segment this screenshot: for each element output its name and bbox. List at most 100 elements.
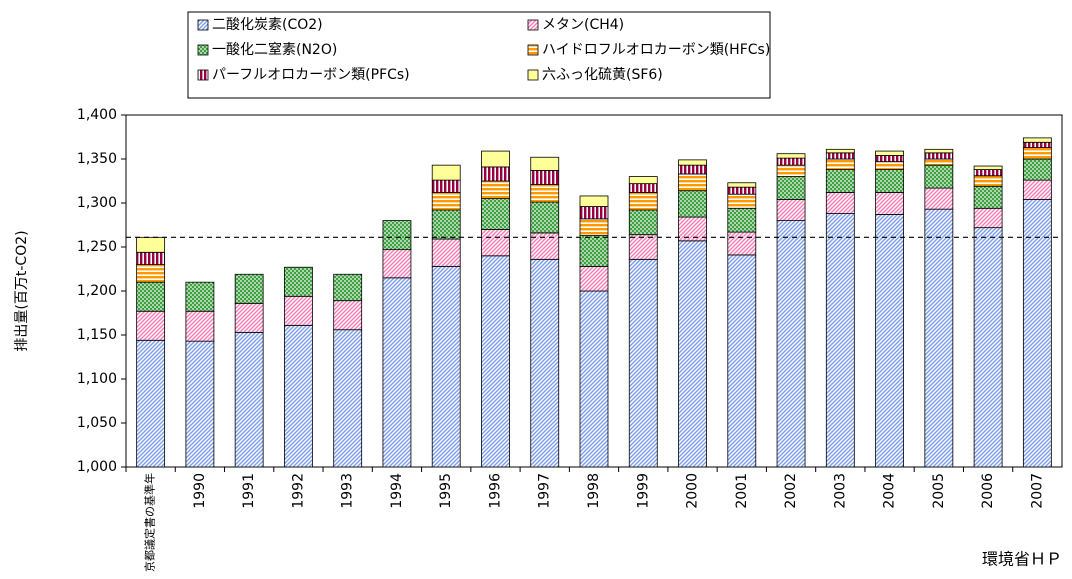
bar-segment xyxy=(382,249,412,279)
y-tick-label: 1,100 xyxy=(77,371,117,387)
bar-segment xyxy=(136,251,166,265)
bar-segment xyxy=(825,213,855,468)
legend-box xyxy=(187,11,771,99)
bar-segment xyxy=(185,340,215,468)
bar-segment xyxy=(185,310,215,342)
bar-segment xyxy=(825,148,855,154)
bar-segment xyxy=(530,201,560,234)
legend-label: 六ふっ化硫黄(SF6) xyxy=(542,66,663,83)
bar-segment xyxy=(924,187,954,210)
bar-segment xyxy=(481,255,510,468)
x-tick-label: 1998 xyxy=(586,473,602,509)
bar-segment xyxy=(431,164,461,181)
x-tick-label: 2001 xyxy=(734,473,750,509)
legend-swatch xyxy=(197,44,209,56)
bar-segment xyxy=(284,266,313,297)
x-tick-label: 2006 xyxy=(980,473,996,509)
x-tick-label: 1991 xyxy=(241,473,257,509)
bar-segment xyxy=(481,180,510,200)
x-tick-label: 1990 xyxy=(192,473,208,509)
bar-segment xyxy=(333,329,363,468)
bar-segment xyxy=(628,258,658,468)
bar-segment xyxy=(924,148,954,154)
bar-segment xyxy=(431,238,461,267)
bar-segment xyxy=(481,228,510,257)
x-tick-label: 1997 xyxy=(537,473,553,509)
bar-segment xyxy=(1022,137,1052,143)
bar-segment xyxy=(727,193,757,209)
y-tick-label: 1,300 xyxy=(77,195,117,211)
bar-segment xyxy=(431,265,461,468)
bar-segment xyxy=(776,220,806,468)
y-tick-label: 1,200 xyxy=(77,283,117,299)
y-tick-label: 1,150 xyxy=(77,327,117,343)
x-tick-label: 2004 xyxy=(882,473,898,509)
bar-segment xyxy=(234,302,264,333)
bar-segment xyxy=(1022,158,1052,181)
bar-segment xyxy=(875,161,904,170)
x-tick-label: 2002 xyxy=(783,473,799,509)
legend-label: パーフルオロカーボン類(PFCs) xyxy=(212,67,410,83)
bar-segment xyxy=(678,159,707,166)
bar-segment xyxy=(678,240,707,468)
bar-segment xyxy=(628,209,658,236)
bar-segment xyxy=(776,199,806,221)
bar-segment xyxy=(284,295,313,326)
x-tick-label: 1992 xyxy=(290,473,306,509)
y-tick-label: 1,400 xyxy=(77,107,117,123)
x-tick-label: 1996 xyxy=(487,473,503,509)
x-tick-label: 1993 xyxy=(340,473,356,509)
bar-segment xyxy=(825,169,855,193)
bar-segment xyxy=(234,331,264,468)
bar-segment xyxy=(382,220,412,251)
bar-segment xyxy=(924,208,954,468)
bar-segment xyxy=(1022,199,1052,468)
bar-segment xyxy=(136,339,166,468)
bar-segment xyxy=(825,192,855,214)
bar-segment xyxy=(481,198,510,230)
legend-label: 二酸化炭素(CO2) xyxy=(212,17,323,33)
bar-segment xyxy=(530,170,560,185)
bar-segment xyxy=(727,186,757,195)
x-tick-label: 2007 xyxy=(1029,473,1045,509)
bar-segment xyxy=(875,169,904,193)
bar-segment xyxy=(973,175,1003,187)
bar-segment xyxy=(1022,179,1052,200)
bar-segment xyxy=(136,236,166,253)
bar-segment xyxy=(530,258,560,468)
bar-segment xyxy=(628,234,658,260)
x-tick-label: 2005 xyxy=(931,473,947,509)
x-tick-label: 京都議定書の基準年 xyxy=(143,473,157,572)
bar-segment xyxy=(973,185,1003,209)
y-tick-label: 1,000 xyxy=(77,459,117,475)
legend-swatch xyxy=(527,69,539,81)
bar-segment xyxy=(973,169,1003,177)
bar-segment xyxy=(924,158,954,166)
bar-segment xyxy=(727,182,757,188)
bar-segment xyxy=(234,273,264,304)
bar-segment xyxy=(628,176,658,185)
legend-swatch xyxy=(527,19,539,31)
legend-swatch xyxy=(197,19,209,31)
bar-segment xyxy=(727,231,757,256)
x-tick-label: 2003 xyxy=(832,473,848,509)
bar-segment xyxy=(825,158,855,170)
bar-segment xyxy=(136,281,166,312)
legend-swatch xyxy=(527,44,539,56)
bar-segment xyxy=(776,176,806,200)
bar-segment xyxy=(678,164,707,175)
bar-segment xyxy=(776,157,806,166)
legend-label: ハイドロフルオロカーボン類(HFCs) xyxy=(542,42,770,58)
bar-segment xyxy=(431,192,461,211)
bar-segment xyxy=(727,207,757,233)
bar-segment xyxy=(1022,147,1052,160)
bar-segment xyxy=(973,207,1003,229)
bar-segment xyxy=(333,300,363,331)
bar-segment xyxy=(333,273,363,302)
y-tick-label: 1,250 xyxy=(77,239,117,255)
legend-label: メタン(CH4) xyxy=(542,17,624,33)
bar-segment xyxy=(579,195,609,207)
bar-segment xyxy=(924,164,954,189)
bar-segment xyxy=(136,264,166,283)
bar-segment xyxy=(628,192,658,211)
